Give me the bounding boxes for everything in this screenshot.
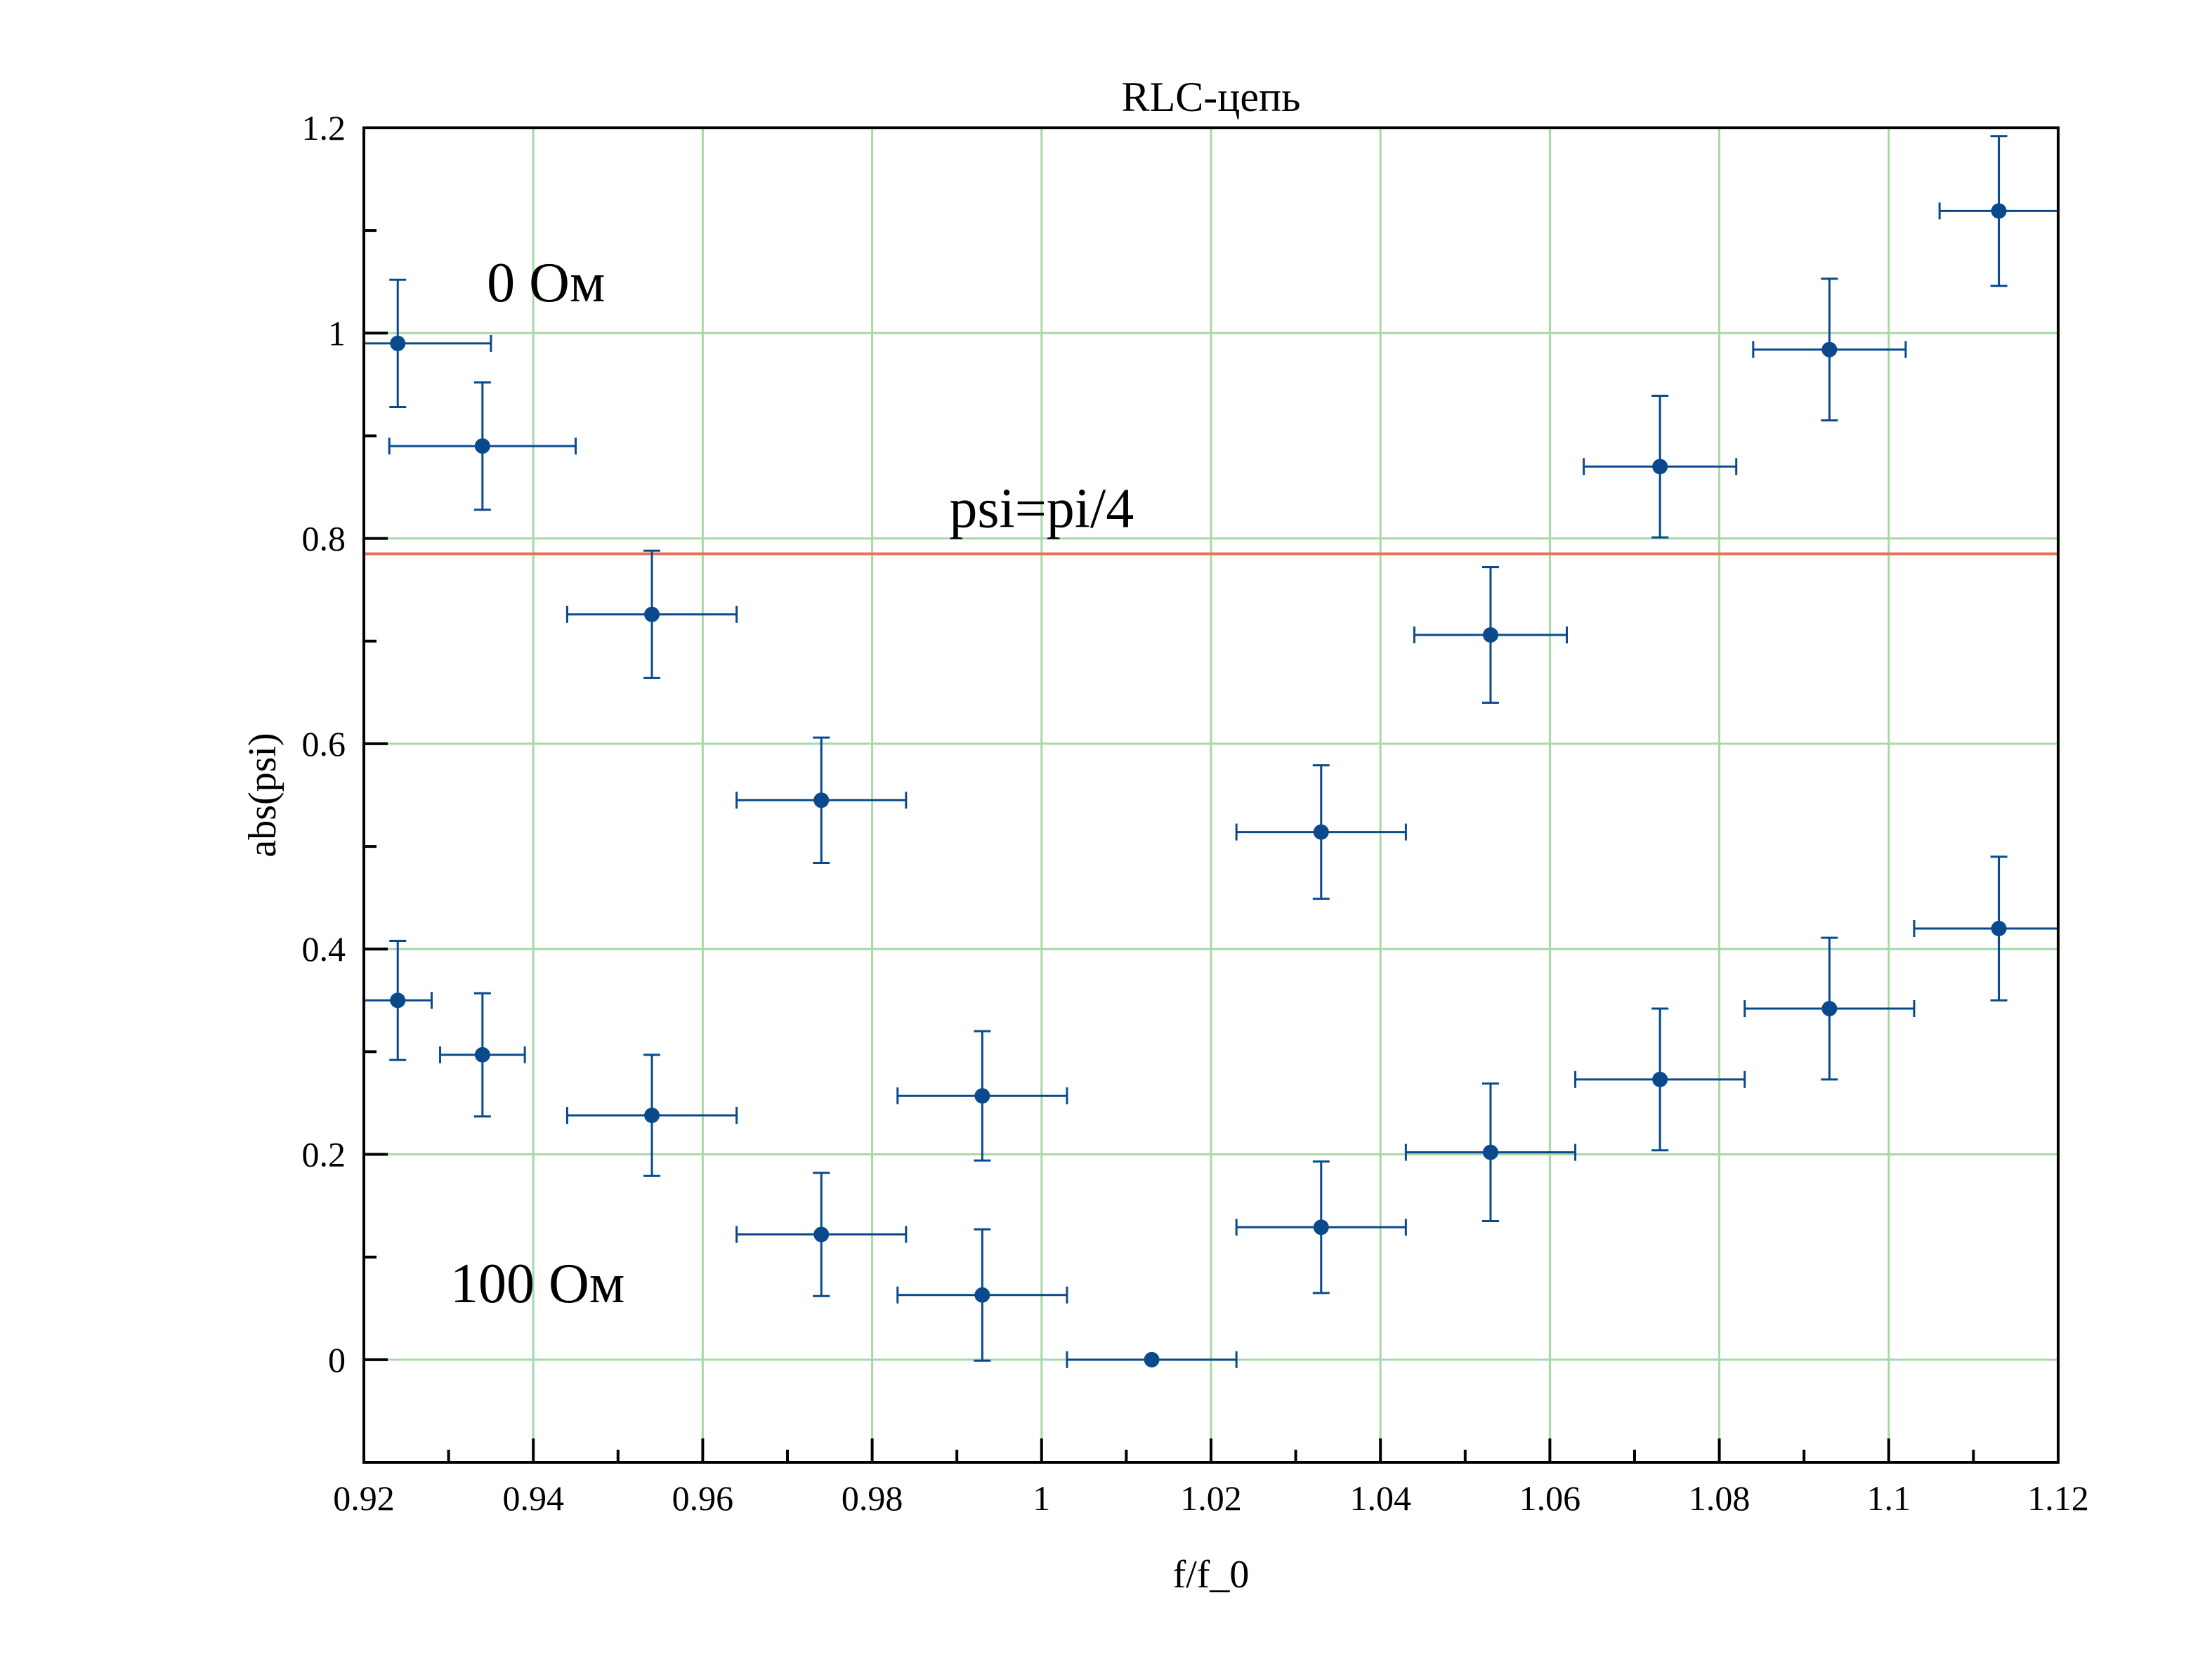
data-marker (474, 1047, 490, 1063)
x-tick-label: 0.96 (672, 1478, 734, 1518)
y-tick-label: 1.2 (302, 108, 346, 147)
x-tick-label: 1.08 (1689, 1478, 1750, 1518)
data-point (1743, 936, 1916, 1081)
data-point (565, 1054, 738, 1177)
annotation-100-ohm: 100 Ом (450, 1253, 624, 1315)
axis-tick-labels: 0.92 0.94 0.96 0.98 1 1.02 1.04 1.06 1.08 1.1 1.12… (302, 108, 2089, 1518)
data-point (1235, 1160, 1407, 1294)
data-points (364, 135, 2060, 1368)
data-point (1583, 394, 1738, 539)
data-marker (474, 438, 490, 454)
series-1 (364, 855, 2058, 1297)
data-marker (1821, 341, 1838, 358)
annotation-0-ohm: 0 Ом (487, 252, 605, 314)
data-point (565, 549, 738, 679)
data-point (388, 381, 577, 511)
y-axis-label: abs(psi) (241, 733, 284, 857)
data-point (1913, 855, 2058, 1002)
y-tick-label: 0.8 (302, 519, 346, 558)
data-marker (1482, 627, 1498, 643)
y-tick-label: 0.4 (302, 929, 346, 969)
data-marker (390, 335, 406, 351)
data-point (1413, 566, 1569, 704)
data-point (1404, 1082, 1577, 1223)
x-tick-label: 1 (1033, 1478, 1050, 1518)
data-marker (1652, 1071, 1668, 1087)
y-tick-label: 1 (328, 313, 346, 353)
data-point (439, 992, 526, 1117)
data-point (735, 1172, 908, 1297)
x-tick-label: 1.12 (2027, 1478, 2089, 1518)
data-point (896, 1030, 1068, 1162)
chart-title: RLC-цепь (1122, 74, 1301, 120)
y-tick-label: 0 (328, 1340, 346, 1379)
x-tick-label: 1.04 (1349, 1478, 1411, 1518)
data-marker (1482, 1144, 1498, 1160)
data-marker (974, 1287, 990, 1303)
x-tick-label: 1.1 (1867, 1478, 1911, 1518)
data-point (1066, 1351, 1238, 1368)
grid (364, 128, 2058, 1462)
data-point (735, 736, 908, 864)
x-tick-label: 1.06 (1519, 1478, 1581, 1518)
x-tick-label: 1.02 (1180, 1478, 1242, 1518)
data-marker (1652, 459, 1668, 475)
data-marker (1991, 921, 2007, 936)
data-marker (1313, 1219, 1329, 1235)
data-marker (1313, 824, 1329, 840)
data-point (1752, 277, 1907, 422)
x-axis-label: f/f_0 (1173, 1553, 1250, 1596)
axis-ticks (362, 126, 2060, 1462)
data-marker (644, 1108, 660, 1123)
data-marker (813, 792, 830, 808)
data-point (896, 1228, 1068, 1362)
data-marker (1144, 1351, 1160, 1368)
data-point (1235, 764, 1407, 900)
data-point (364, 278, 492, 409)
data-marker (644, 606, 660, 622)
x-tick-label: 0.94 (502, 1478, 564, 1518)
data-point (1938, 135, 2060, 287)
x-tick-label: 0.98 (842, 1478, 903, 1518)
data-point (364, 940, 433, 1061)
series-0 (364, 135, 2060, 1368)
y-tick-label: 0.2 (302, 1135, 346, 1174)
data-marker (813, 1226, 830, 1242)
data-point (1574, 1007, 1746, 1152)
x-tick-label: 0.92 (333, 1478, 395, 1518)
data-marker (1991, 203, 2007, 219)
reference-line-label: psi=pi/4 (949, 478, 1134, 540)
data-marker (1821, 1001, 1838, 1016)
data-marker (974, 1088, 990, 1104)
y-tick-label: 0.6 (302, 724, 346, 763)
data-marker (390, 992, 406, 1009)
